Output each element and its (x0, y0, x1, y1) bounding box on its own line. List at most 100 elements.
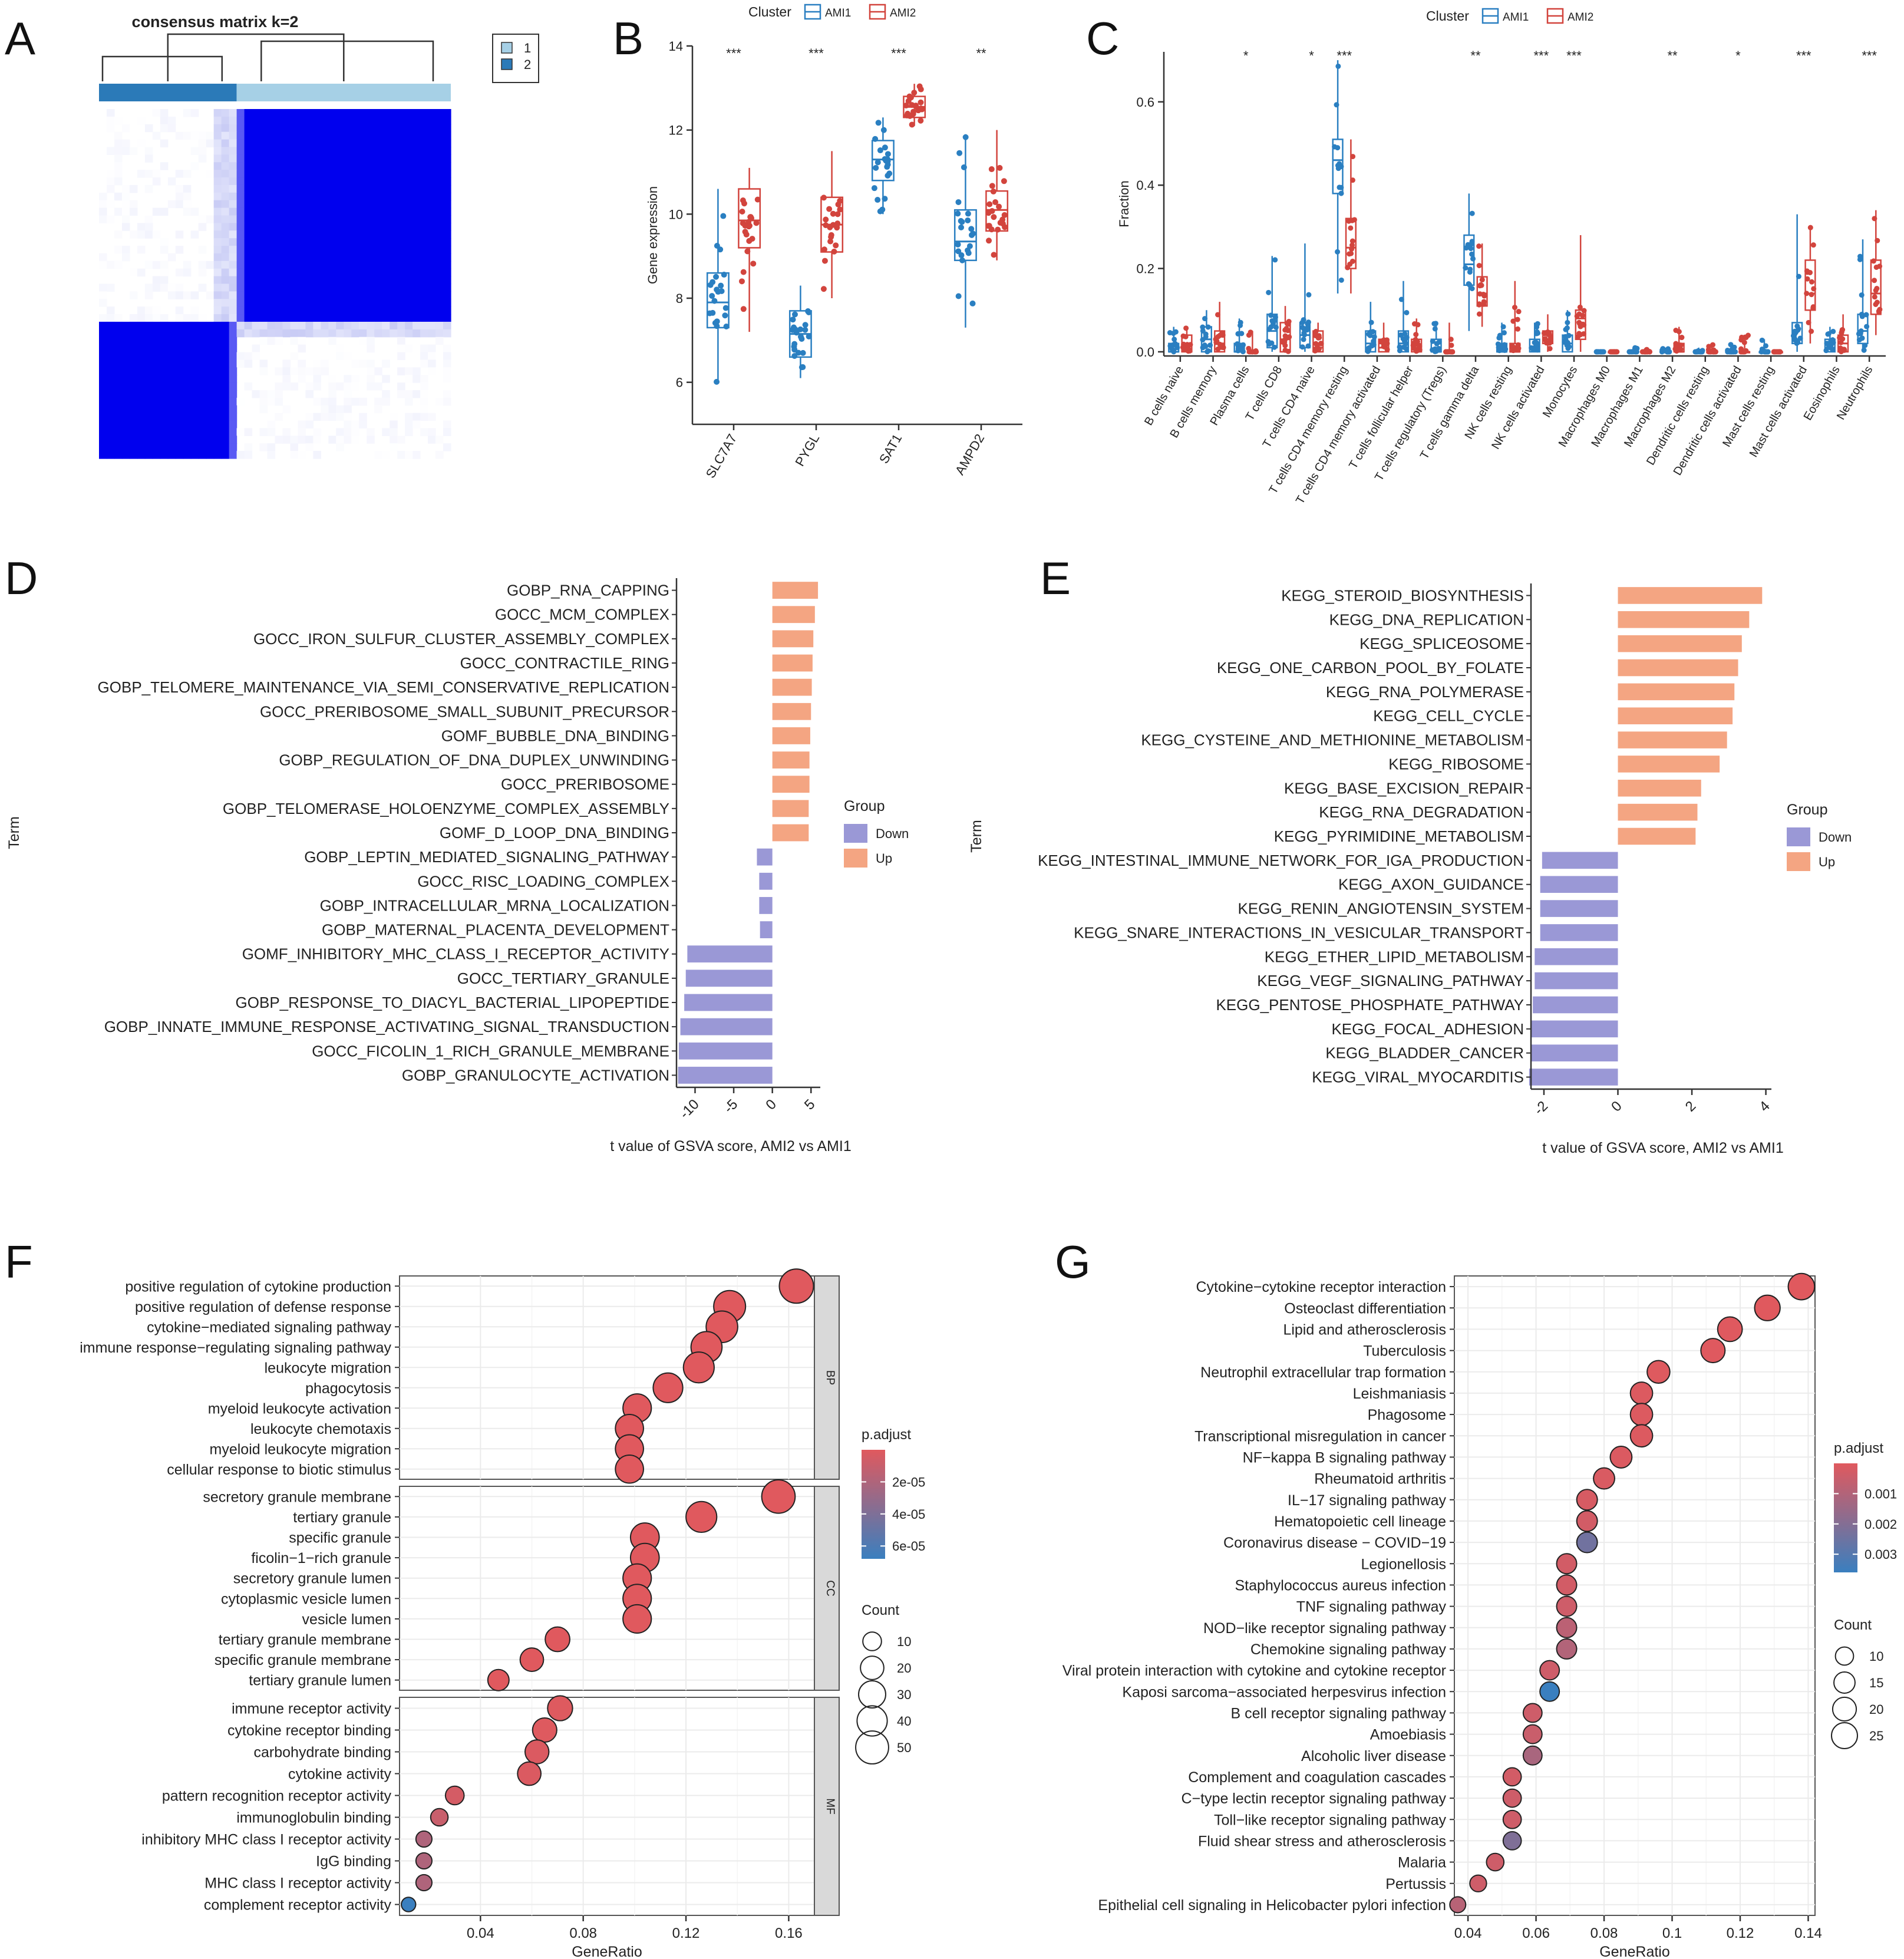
heatmap-cell (121, 367, 130, 375)
heatmap-cell (290, 223, 299, 231)
heatmap-cell (305, 321, 314, 330)
heatmap-cell (252, 131, 260, 140)
heatmap-cell (114, 390, 123, 398)
heatmap-cell (382, 139, 390, 148)
data-point (916, 83, 923, 90)
heatmap-cell (290, 253, 299, 262)
heatmap-cell (167, 420, 176, 429)
heatmap-cell (275, 207, 283, 216)
heatmap-cell (152, 177, 161, 186)
heatmap-cell (282, 170, 291, 178)
y-tick-label: tertiary granule (293, 1509, 391, 1526)
heatmap-cell (298, 177, 306, 186)
heatmap-cell (175, 360, 184, 368)
heatmap-cell (443, 131, 451, 140)
heatmap-cell (198, 321, 207, 330)
heatmap-cell (420, 109, 428, 117)
heatmap-cell (160, 420, 169, 429)
heatmap-cell (344, 306, 352, 315)
heatmap-cell (420, 192, 428, 201)
heatmap-cell (359, 124, 367, 133)
heatmap-cell (367, 139, 375, 148)
heatmap-cell (336, 200, 344, 209)
heatmap-cell (443, 170, 451, 178)
heatmap-cell (298, 451, 306, 459)
heatmap-cell (259, 253, 268, 262)
heatmap-cell (144, 382, 153, 391)
data-point (722, 305, 729, 311)
heatmap-cell (259, 260, 268, 269)
heatmap-cell (152, 375, 161, 383)
heatmap-cell (206, 260, 215, 269)
heatmap-cell (275, 299, 283, 307)
heatmap-cell (160, 260, 169, 269)
box-20-ami1 (1823, 326, 1836, 354)
data-point (1434, 347, 1440, 353)
heatmap-cell (121, 253, 130, 262)
data-point (1510, 348, 1516, 354)
heatmap-cell (397, 306, 405, 315)
heatmap-cell (313, 451, 321, 459)
box-16-ami2 (1705, 342, 1718, 355)
bar (772, 678, 812, 696)
heatmap-cell (259, 131, 268, 140)
y-tick-label: GOBP_GRANULOCYTE_ACTIVATION (402, 1066, 669, 1084)
heatmap-cell (267, 337, 276, 345)
heatmap-cell (435, 291, 444, 299)
heatmap-cell (359, 268, 367, 277)
heatmap-cell (267, 177, 276, 186)
heatmap-cell (435, 230, 444, 239)
data-point (826, 206, 833, 212)
data-point (1664, 349, 1670, 355)
heatmap-cell (420, 314, 428, 322)
heatmap-cell (152, 367, 161, 375)
heatmap-cell (435, 147, 444, 155)
heatmap-cell (397, 109, 405, 117)
heatmap-cell (313, 131, 321, 140)
heatmap-cell (313, 207, 321, 216)
heatmap-cell (183, 382, 192, 391)
heatmap-cell (137, 420, 146, 429)
data-point (1804, 276, 1810, 282)
heatmap-cell (137, 436, 146, 444)
bar (1618, 683, 1735, 701)
data-point (1476, 263, 1482, 269)
heatmap-cell (144, 360, 153, 368)
heatmap-cell (359, 192, 367, 201)
legend-label-1: 1 (524, 41, 531, 55)
heatmap-cell (397, 177, 405, 186)
x-tick-label: 0.08 (1590, 1925, 1618, 1941)
bar (1618, 587, 1763, 604)
heatmap-cell (420, 246, 428, 254)
heatmap-cell (160, 451, 169, 459)
heatmap-cell (405, 390, 413, 398)
heatmap-cell (99, 413, 107, 421)
heatmap-cell (290, 329, 299, 338)
heatmap-cell (167, 116, 176, 125)
data-point (1565, 319, 1570, 325)
y-tick-label: 0.6 (1136, 95, 1154, 110)
bar (1618, 779, 1701, 797)
heatmap-cell (413, 260, 421, 269)
heatmap-cell (160, 139, 169, 148)
heatmap-cell (206, 413, 215, 421)
heatmap-cell (221, 352, 230, 361)
heatmap-cell (167, 436, 176, 444)
heatmap-cell (99, 200, 107, 209)
heatmap-cell (236, 352, 245, 361)
heatmap-cell (344, 382, 352, 391)
heatmap-cell (328, 223, 336, 231)
heatmap-cell (420, 177, 428, 186)
heatmap-cell (420, 162, 428, 170)
heatmap-cell (160, 329, 169, 338)
heatmap-cell (160, 344, 169, 353)
heatmap-cell (397, 170, 405, 178)
heatmap-cell (428, 329, 436, 338)
data-point (992, 199, 999, 206)
heatmap-cell (382, 390, 390, 398)
data-point (995, 226, 1001, 233)
heatmap-cell (405, 428, 413, 436)
heatmap-cell (367, 276, 375, 285)
heatmap-cell (336, 283, 344, 292)
